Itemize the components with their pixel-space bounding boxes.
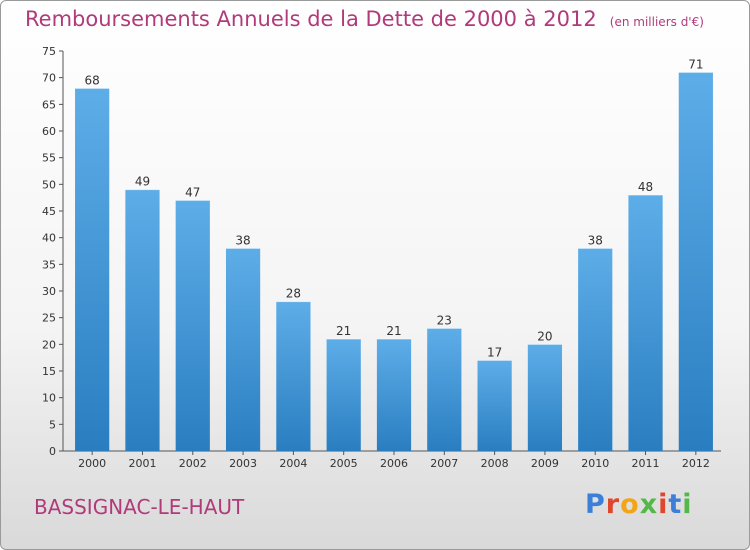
value-label-2003: 38	[235, 233, 250, 247]
bar-2008	[477, 360, 512, 451]
x-tick-label-2000: 2000	[78, 457, 106, 470]
y-tick-label: 20	[42, 338, 56, 351]
logo-letter: t	[668, 489, 683, 520]
value-label-2000: 68	[85, 73, 100, 87]
proxiti-logo: Proxiti	[585, 489, 693, 520]
value-label-2010: 38	[588, 233, 603, 247]
commune-name: BASSIGNAC-LE-HAUT	[34, 495, 245, 519]
value-label-2001: 49	[135, 175, 150, 189]
logo-letter: o	[620, 489, 640, 520]
bar-2003	[225, 248, 261, 451]
y-tick-label: 45	[42, 205, 56, 218]
logo-letter: i	[658, 489, 669, 520]
x-tick-label-2012: 2012	[682, 457, 710, 470]
y-tick-label: 55	[42, 152, 56, 165]
bar-2005	[326, 339, 361, 451]
value-label-2004: 28	[286, 287, 301, 301]
bar-2010	[578, 248, 613, 451]
y-tick-label: 30	[42, 285, 56, 298]
bar-2011	[628, 195, 663, 451]
x-tick-label-2006: 2006	[380, 457, 408, 470]
x-tick-label-2011: 2011	[632, 457, 660, 470]
logo-letter: r	[605, 489, 621, 520]
chart-title: Remboursements Annuels de la Dette de 20…	[25, 7, 597, 31]
logo-letter: i	[682, 489, 693, 520]
y-tick-label: 35	[42, 258, 56, 271]
value-label-2002: 47	[185, 185, 200, 199]
x-tick-label-2004: 2004	[279, 457, 307, 470]
x-tick-label-2005: 2005	[330, 457, 358, 470]
x-tick-label-2002: 2002	[179, 457, 207, 470]
x-tick-label-2007: 2007	[430, 457, 458, 470]
y-tick-label: 15	[42, 365, 56, 378]
y-tick-label: 10	[42, 392, 56, 405]
bar-2001	[125, 189, 160, 451]
chart-subtitle: (en milliers d'€)	[609, 15, 704, 29]
value-label-2007: 23	[437, 313, 452, 327]
y-tick-label: 70	[42, 72, 56, 85]
bar-2012	[678, 72, 713, 451]
bar-2000	[75, 88, 110, 451]
logo-letter: P	[585, 489, 606, 520]
logo-letter: x	[639, 489, 659, 520]
value-label-2012: 71	[688, 57, 703, 71]
value-label-2006: 21	[386, 324, 401, 338]
y-tick-label: 25	[42, 312, 56, 325]
bar-2009	[527, 344, 563, 451]
y-tick-label: 65	[42, 98, 56, 111]
value-label-2005: 21	[336, 324, 351, 338]
y-tick-label: 50	[42, 178, 56, 191]
value-label-2011: 48	[638, 180, 653, 194]
axes: 0 5 10 15 20 25 30 35 40 45 50 55 60 65 70 75 2000 2001 20…	[42, 45, 721, 470]
x-tick-label-2010: 2010	[581, 457, 609, 470]
bar-2006	[376, 339, 412, 451]
bar-2007	[427, 328, 462, 451]
x-tick-label-2003: 2003	[229, 457, 257, 470]
bar-2002	[175, 200, 210, 451]
value-label-2008: 17	[487, 345, 502, 359]
y-tick-label: 40	[42, 232, 56, 245]
bar-2004	[276, 301, 311, 451]
title-row: Remboursements Annuels de la Dette de 20…	[25, 7, 704, 31]
bars: 68 49 47 38 28 21 21 23 17 20 38 48 71	[75, 57, 713, 451]
y-tick-label: 75	[42, 45, 56, 58]
y-tick-label: 0	[49, 445, 56, 458]
x-tick-label-2001: 2001	[128, 457, 156, 470]
value-label-2009: 20	[537, 329, 552, 343]
y-tick-label: 5	[49, 418, 56, 431]
x-tick-label-2009: 2009	[531, 457, 559, 470]
x-tick-label-2008: 2008	[481, 457, 509, 470]
bar-chart: 0 5 10 15 20 25 30 35 40 45 50 55 60 65 70 75 2000 2001 20…	[42, 45, 721, 470]
y-tick-label: 60	[42, 125, 56, 138]
